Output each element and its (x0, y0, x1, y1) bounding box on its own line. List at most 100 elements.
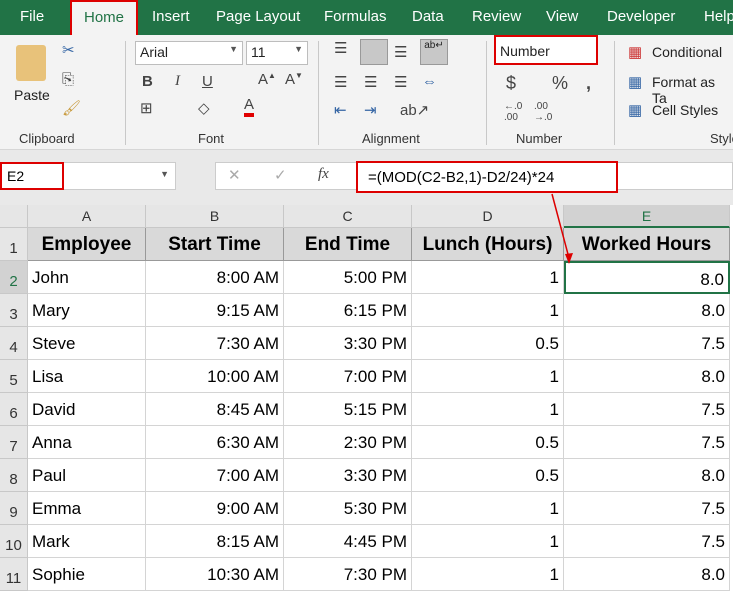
table-cell[interactable]: 9:15 AM (146, 294, 284, 327)
table-cell[interactable]: 0.5 (412, 459, 564, 492)
table-cell[interactable]: 1 (412, 525, 564, 558)
table-cell[interactable]: 5:15 PM (284, 393, 412, 426)
row-header-5[interactable]: 5 (0, 360, 28, 393)
table-cell[interactable]: 8.0 (564, 360, 730, 393)
name-box[interactable]: E2 ▼ (0, 162, 176, 190)
table-cell[interactable]: 1 (412, 558, 564, 591)
table-cell[interactable]: Sophie (28, 558, 146, 591)
table-cell[interactable]: 7:30 PM (284, 558, 412, 591)
table-cell[interactable]: 7.5 (564, 525, 730, 558)
font-size-select[interactable]: 11 ▼ (246, 41, 308, 65)
font-color-icon[interactable]: A (244, 97, 255, 117)
percent-button[interactable]: % (552, 73, 569, 93)
selected-cell[interactable]: 8.0 (564, 261, 730, 294)
table-cell[interactable]: 7:30 AM (146, 327, 284, 360)
table-cell[interactable]: Emma (28, 492, 146, 525)
row-header-2[interactable]: 2 (0, 261, 28, 294)
header-cell[interactable]: Worked Hours (564, 228, 730, 261)
table-cell[interactable]: John (28, 261, 146, 294)
row-header-11[interactable]: 11 (0, 558, 28, 591)
column-header-a[interactable]: A (28, 205, 146, 228)
column-header-c[interactable]: C (284, 205, 412, 228)
table-cell[interactable]: 0.5 (412, 426, 564, 459)
format-as-table-button[interactable]: Format as Ta (652, 74, 716, 106)
row-header-9[interactable]: 9 (0, 492, 28, 525)
decrease-font-icon[interactable]: A▼ (285, 71, 303, 88)
table-cell[interactable]: 7:00 AM (146, 459, 284, 492)
merge-center-icon[interactable]: ⇔ (422, 73, 437, 90)
table-cell[interactable]: 4:45 PM (284, 525, 412, 558)
format-painter-icon[interactable]: 🖌 (62, 100, 82, 117)
paste-icon[interactable] (16, 45, 46, 81)
insert-function-button[interactable]: fx (318, 166, 329, 182)
table-cell[interactable]: 10:00 AM (146, 360, 284, 393)
paste-button[interactable]: Paste (14, 87, 50, 103)
tab-review[interactable]: Review (472, 8, 522, 25)
tab-help[interactable]: Help (704, 8, 733, 25)
orientation-icon[interactable]: ab↗ (400, 102, 430, 119)
row-header-1[interactable]: 1 (0, 228, 28, 261)
table-cell[interactable]: 6:15 PM (284, 294, 412, 327)
cell-styles-button[interactable]: Cell Styles (652, 102, 719, 118)
table-cell[interactable]: Mark (28, 525, 146, 558)
tab-view[interactable]: View (546, 8, 579, 25)
middle-align-icon[interactable] (360, 39, 388, 65)
italic-button[interactable]: I (175, 73, 180, 89)
table-cell[interactable]: 0.5 (412, 327, 564, 360)
tab-page-layout[interactable]: Page Layout (216, 8, 301, 25)
enter-icon[interactable]: ✓ (274, 167, 287, 184)
copy-icon[interactable]: ⎘ (62, 71, 75, 88)
header-cell[interactable]: End Time (284, 228, 412, 261)
table-cell[interactable]: Lisa (28, 360, 146, 393)
table-cell[interactable]: 3:30 PM (284, 459, 412, 492)
comma-button[interactable]: , (586, 73, 592, 93)
table-cell[interactable]: Steve (28, 327, 146, 360)
tab-data[interactable]: Data (412, 8, 444, 25)
header-cell[interactable]: Lunch (Hours) (412, 228, 564, 261)
row-header-3[interactable]: 3 (0, 294, 28, 327)
table-cell[interactable]: 9:00 AM (146, 492, 284, 525)
table-cell[interactable]: 5:00 PM (284, 261, 412, 294)
top-align-icon[interactable]: ☰ (334, 40, 348, 57)
header-cell[interactable]: Employee (28, 228, 146, 261)
table-cell[interactable]: 6:30 AM (146, 426, 284, 459)
conditional-formatting-button[interactable]: Conditional (652, 44, 723, 60)
table-cell[interactable]: 7.5 (564, 426, 730, 459)
table-cell[interactable]: Paul (28, 459, 146, 492)
table-cell[interactable]: 7:00 PM (284, 360, 412, 393)
table-cell[interactable]: 8:00 AM (146, 261, 284, 294)
table-cell[interactable]: 1 (412, 261, 564, 294)
row-header-8[interactable]: 8 (0, 459, 28, 492)
table-cell[interactable]: 1 (412, 294, 564, 327)
bold-button[interactable]: B (142, 73, 153, 90)
decrease-indent-icon[interactable]: ⇤ (334, 102, 347, 119)
align-right-icon[interactable]: ☰ (394, 74, 408, 91)
table-cell[interactable]: David (28, 393, 146, 426)
table-cell[interactable]: 5:30 PM (284, 492, 412, 525)
table-cell[interactable]: 8.0 (564, 558, 730, 591)
select-all-button[interactable] (0, 205, 28, 228)
wrap-text-icon[interactable]: ab↵ (420, 39, 448, 65)
table-cell[interactable]: 8:15 AM (146, 525, 284, 558)
row-header-10[interactable]: 10 (0, 525, 28, 558)
table-cell[interactable]: 7.5 (564, 327, 730, 360)
font-name-select[interactable]: Arial ▼ (135, 41, 243, 65)
align-left-icon[interactable]: ☰ (334, 74, 348, 91)
table-cell[interactable]: 7.5 (564, 393, 730, 426)
formula-input[interactable]: =(MOD(C2-B2,1)-D2/24)*24 (356, 161, 618, 193)
tab-insert[interactable]: Insert (152, 8, 190, 25)
table-cell[interactable]: 8.0 (564, 459, 730, 492)
tab-developer[interactable]: Developer (607, 8, 676, 25)
increase-font-icon[interactable]: A▲ (258, 71, 276, 88)
cancel-icon[interactable]: ✕ (228, 167, 241, 184)
tab-file[interactable]: File (20, 8, 45, 25)
table-cell[interactable]: Mary (28, 294, 146, 327)
row-header-6[interactable]: 6 (0, 393, 28, 426)
fill-color-icon[interactable]: ◇ (198, 100, 210, 117)
table-cell[interactable]: Anna (28, 426, 146, 459)
row-header-4[interactable]: 4 (0, 327, 28, 360)
increase-indent-icon[interactable]: ⇥ (364, 102, 377, 119)
row-header-7[interactable]: 7 (0, 426, 28, 459)
table-cell[interactable]: 7.5 (564, 492, 730, 525)
column-header-e[interactable]: E (564, 205, 730, 228)
